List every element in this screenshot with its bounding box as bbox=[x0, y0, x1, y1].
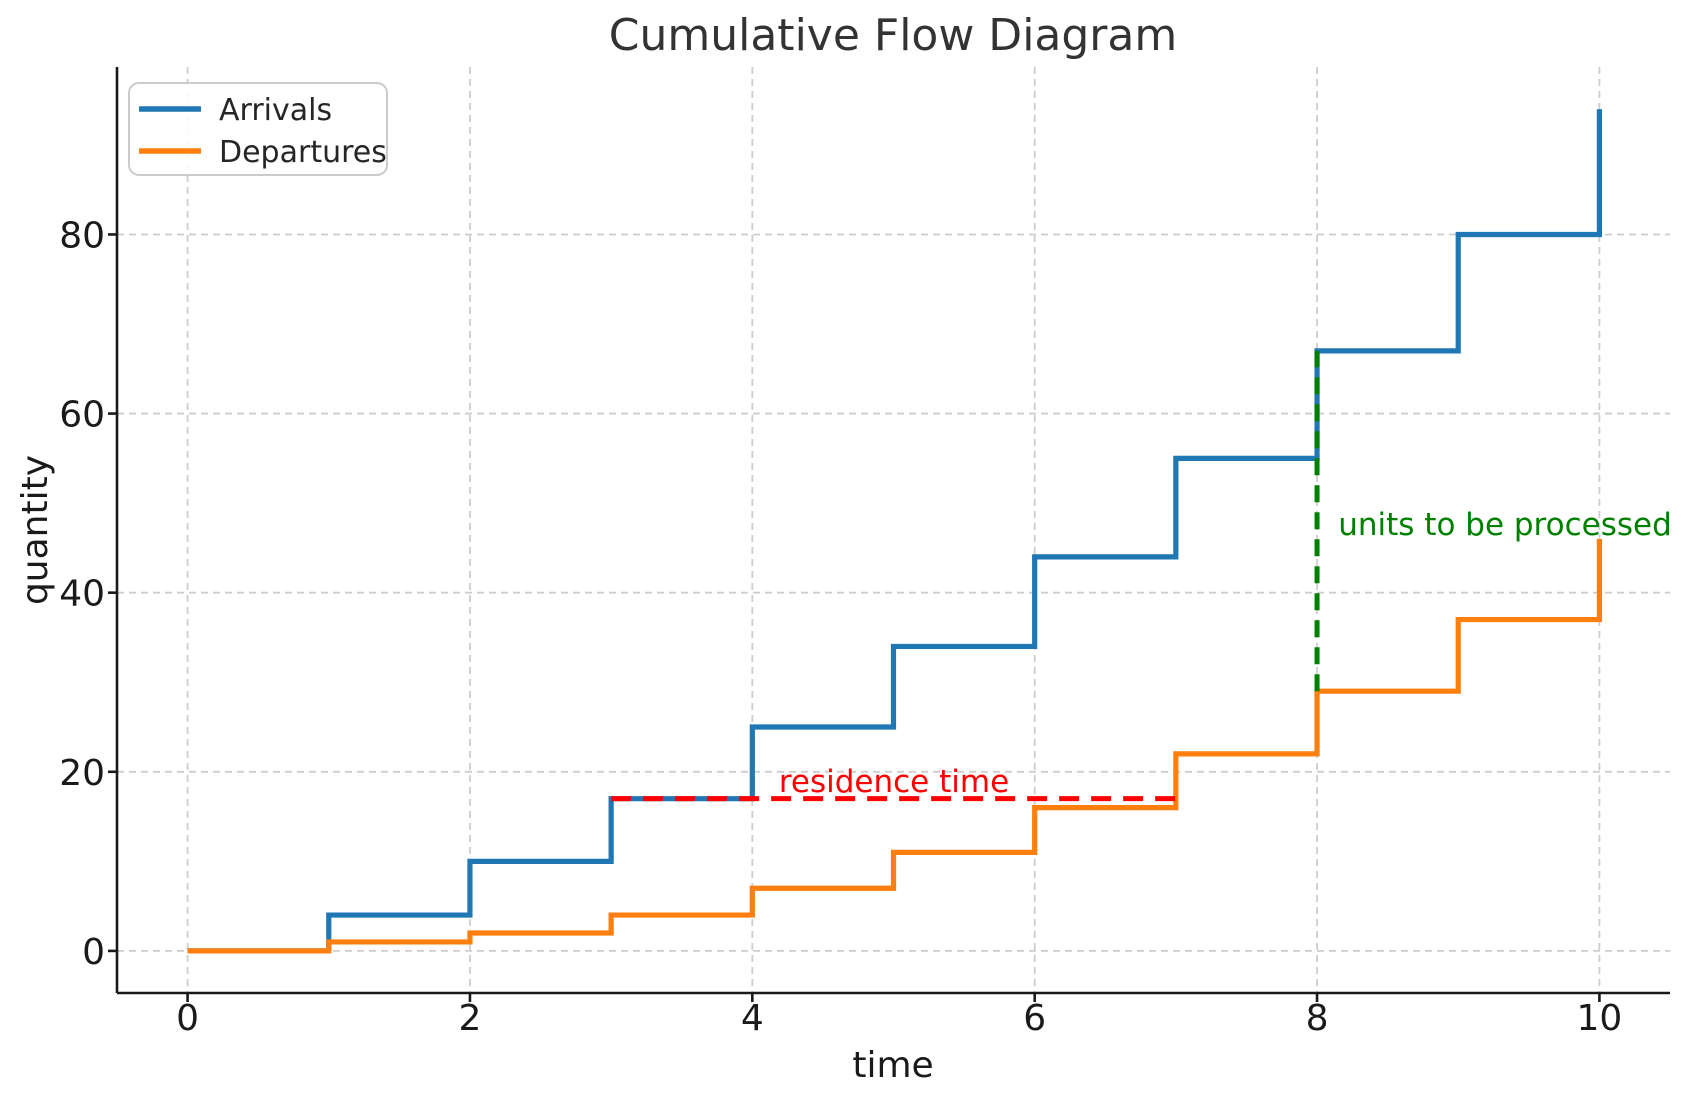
x-tick-label: 6 bbox=[1023, 998, 1046, 1039]
x-axis-label: time bbox=[852, 1045, 933, 1086]
y-tick-label: 20 bbox=[59, 753, 105, 794]
legend: Arrivals Departures bbox=[128, 82, 388, 176]
series-line-departures bbox=[187, 538, 1603, 954]
x-tick-label: 0 bbox=[176, 998, 199, 1039]
x-tick-label: 8 bbox=[1306, 998, 1329, 1039]
x-tick-label: 2 bbox=[459, 998, 482, 1039]
y-tick-label: 40 bbox=[59, 574, 105, 615]
chart-title: Cumulative Flow Diagram bbox=[609, 10, 1177, 61]
axes-spines bbox=[115, 67, 1670, 995]
legend-arrivals-label: Arrivals bbox=[219, 93, 332, 128]
annotation-lines bbox=[611, 350, 1320, 802]
y-axis-label: quantity bbox=[15, 455, 56, 605]
axis-ticks-and-labels: 0 2 4 6 8 10 0 20 40 60 80 bbox=[59, 215, 1622, 1039]
y-tick-label: 0 bbox=[82, 932, 105, 973]
series-line-arrivals bbox=[187, 109, 1603, 954]
y-tick-label: 80 bbox=[59, 215, 105, 256]
units-to-be-processed-annotation-label: units to be processed bbox=[1338, 507, 1672, 543]
series-step-lines bbox=[187, 109, 1603, 954]
x-tick-label: 4 bbox=[741, 998, 764, 1039]
residence-time-annotation-label: residence time bbox=[779, 764, 1009, 800]
y-tick-label: 60 bbox=[59, 395, 105, 436]
legend-departures-label: Departures bbox=[219, 135, 387, 170]
x-tick-label: 10 bbox=[1577, 998, 1623, 1039]
